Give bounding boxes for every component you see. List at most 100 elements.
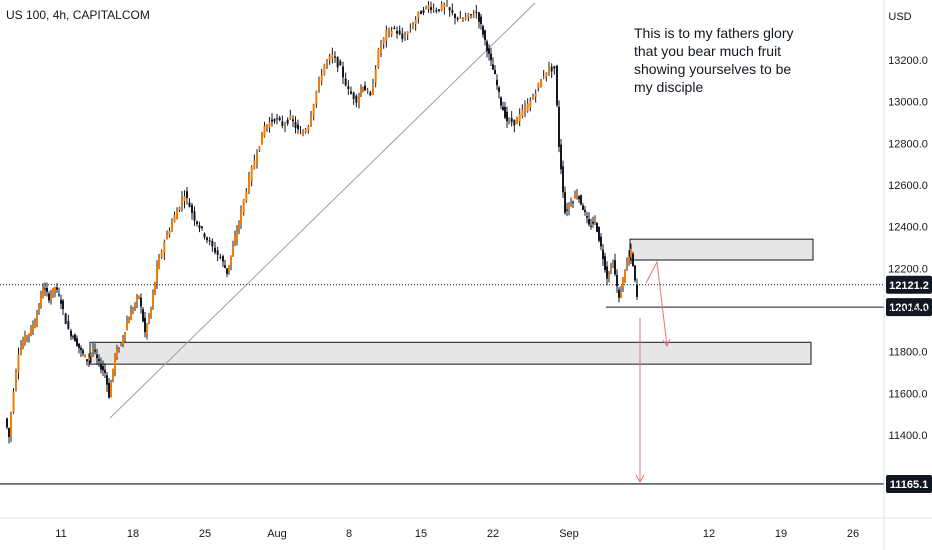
candle-body <box>154 282 156 295</box>
candles <box>6 0 638 444</box>
candle-body <box>486 41 488 52</box>
candle-body <box>632 253 634 267</box>
candle-body <box>362 87 364 92</box>
candle-body <box>62 300 64 310</box>
candle-body <box>208 240 211 242</box>
candle-body <box>398 30 401 35</box>
candle-body <box>86 359 88 362</box>
candle-body <box>580 195 582 205</box>
candle-body <box>446 5 448 7</box>
candle-body <box>52 287 54 296</box>
candle-body <box>334 56 336 58</box>
candle-body <box>462 18 464 21</box>
candle-body <box>626 261 628 266</box>
candle-body <box>492 64 494 70</box>
candle-body <box>281 121 284 126</box>
time-tick-label: Aug <box>267 528 287 540</box>
price-tag-label: 12121.2 <box>889 280 929 292</box>
candle-body <box>186 191 188 199</box>
candle-body <box>570 203 572 206</box>
candle-body <box>245 191 248 202</box>
time-tick-label: 19 <box>775 528 787 540</box>
candle-body <box>339 61 342 66</box>
candle-body <box>201 226 203 229</box>
candle-body <box>484 30 486 40</box>
candle-body <box>516 117 518 125</box>
price-tag-bg <box>886 275 932 294</box>
candle-body <box>510 118 513 123</box>
candle-body <box>64 313 67 325</box>
candle-body <box>222 256 224 262</box>
time-tick-label: 11 <box>55 528 66 540</box>
candle-body <box>540 79 542 88</box>
candle-body <box>266 124 268 129</box>
candle-body <box>532 96 534 100</box>
candle-body <box>140 297 142 307</box>
candle-body <box>417 11 420 18</box>
candle-body <box>188 202 191 208</box>
candle-body <box>176 210 178 220</box>
projection-arrows <box>635 260 671 484</box>
candle-body <box>191 205 193 213</box>
candle-body <box>150 307 152 316</box>
candle-body <box>566 209 568 211</box>
candle-body <box>435 10 438 12</box>
candle-body <box>524 107 526 111</box>
candle-body <box>560 144 562 170</box>
candle-body <box>70 330 72 337</box>
candle-body <box>312 104 315 117</box>
candle-body <box>20 347 22 355</box>
candle-body <box>98 359 100 362</box>
price-axis: 12121.2 12014.0 11165.1 USD 11400.0 11600.0 11… <box>883 0 932 550</box>
candle-body <box>594 218 596 222</box>
time-tick-label: 8 <box>346 528 352 540</box>
candle-body <box>67 320 70 329</box>
candle-body <box>478 12 480 22</box>
candle-body <box>430 7 432 11</box>
candle-body <box>630 248 632 257</box>
projection-arrow <box>645 260 668 347</box>
candle-body <box>548 67 550 72</box>
candle-body <box>537 83 540 89</box>
candle-body <box>422 10 425 13</box>
candle-body <box>612 265 614 267</box>
candle-body <box>160 251 163 257</box>
candle-body <box>506 111 508 122</box>
candle-body <box>50 294 52 300</box>
candle-body <box>628 256 630 262</box>
candle-body <box>114 354 116 372</box>
candle-body <box>24 334 26 345</box>
candle-body <box>472 14 475 18</box>
candle-body <box>494 69 496 74</box>
candle-body <box>310 115 312 126</box>
candle-body <box>88 357 90 361</box>
candle-body <box>183 196 186 202</box>
time-tick-label: 12 <box>703 528 715 540</box>
candle-body <box>608 274 610 277</box>
candle-body <box>576 195 578 198</box>
candle-body <box>604 256 606 271</box>
candle-body <box>130 311 132 320</box>
candle-body <box>488 48 490 54</box>
supply-demand-zone <box>89 341 812 365</box>
candle-body <box>128 319 130 324</box>
candle-body <box>256 154 258 163</box>
candle-body <box>385 30 388 41</box>
trendline <box>109 2 536 419</box>
candle-body <box>382 37 385 44</box>
candle-body <box>598 227 600 241</box>
trendline-segment <box>109 2 536 419</box>
candle-body <box>590 225 592 227</box>
candle-body <box>248 176 250 193</box>
candle-body <box>302 131 304 136</box>
candle-body <box>401 33 404 40</box>
candle-body <box>96 354 98 359</box>
candle-body <box>534 93 537 97</box>
candle-body <box>138 295 140 298</box>
candle-body <box>588 219 590 225</box>
candle-body <box>568 204 570 210</box>
price-tag-label: 12014.0 <box>889 302 929 314</box>
candle-body <box>40 293 42 306</box>
candle-body <box>142 309 144 322</box>
